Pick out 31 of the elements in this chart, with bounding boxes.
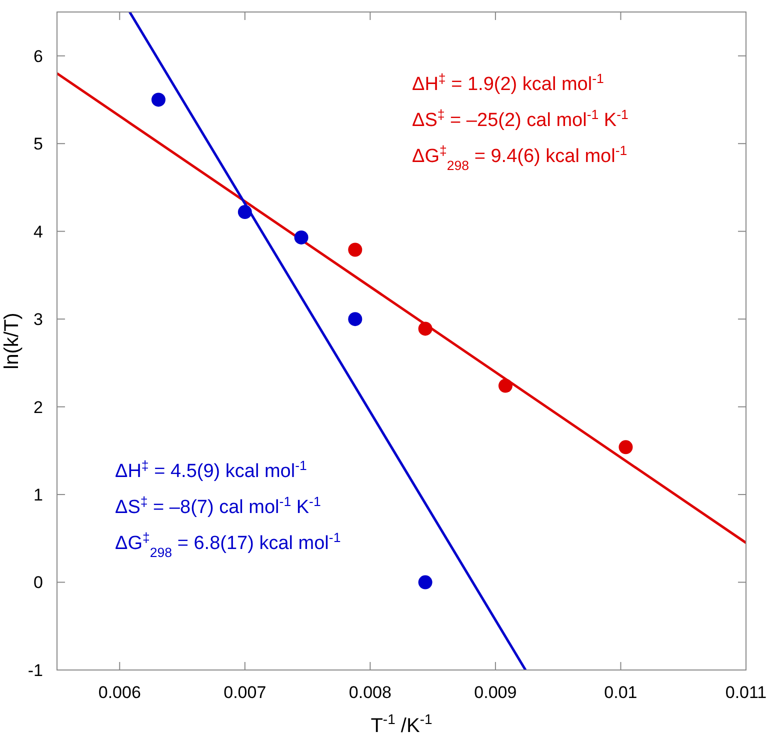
point (151, 92, 166, 107)
annotation: ΔH$^{‡}$ = 4.5(9) kcal mol$^{-1}$ (115, 458, 307, 482)
annotation: ΔS$^{‡}$ = –8(7) cal mol$^{-1}$ K$^{-1}$ (115, 494, 321, 518)
x-tick-label: 0.007 (224, 683, 266, 702)
y-tick-label: 2 (34, 398, 43, 417)
y-tick-label: -1 (28, 660, 43, 680)
x-axis-title: T$^{-1}$ /K$^{-1}$ (370, 711, 432, 737)
y-tick-label: 5 (34, 134, 43, 154)
annotation: ΔH$^{‡}$ = 1.9(2) kcal mol$^{-1}$ (412, 70, 604, 95)
y-tick-label: 0 (34, 573, 43, 592)
y-tick-label: 6 (34, 46, 43, 66)
point (618, 440, 633, 454)
y-tick-label: 4 (34, 222, 43, 242)
x-tick-label: 0.006 (98, 683, 141, 702)
point (348, 242, 362, 257)
y-tick-label: 3 (34, 310, 43, 330)
y-axis-title: ln(k/T) (1, 312, 23, 370)
y-tick-label: 1 (34, 485, 43, 504)
x-tick-label: 0.009 (474, 683, 517, 702)
annotation: ΔG$^{‡}$$_{298}$ = 9.4(6) kcal mol$^{-1}$ (412, 142, 628, 172)
point (294, 230, 308, 244)
annotation: ΔG$^{‡}$$_{298}$ = 6.8(17) kcal mol$^{-1}$ (115, 530, 341, 560)
x-tick-label: 0.008 (348, 683, 392, 702)
point (498, 378, 512, 393)
annotation: ΔS$^{‡}$ = –25(2) cal mol$^{-1}$ K$^{-1}$ (412, 106, 628, 131)
x-tick-label: 0.01 (604, 683, 638, 702)
point (418, 322, 432, 336)
point (348, 312, 362, 326)
point (238, 205, 252, 220)
x-tick-label: 0.011 (725, 683, 767, 702)
point (418, 575, 432, 590)
